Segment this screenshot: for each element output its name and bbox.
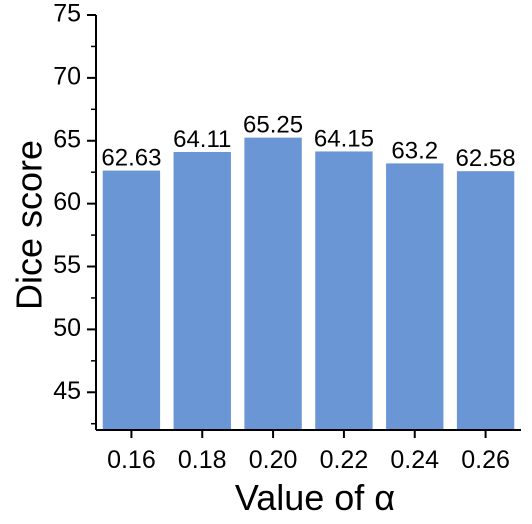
bar-0.16	[102, 170, 161, 430]
bar-0.24	[386, 163, 444, 431]
y-tick-label-45: 45	[53, 377, 81, 405]
x-tick-label-0.22: 0.22	[320, 446, 369, 474]
x-tick-label-0.16: 0.16	[107, 446, 156, 474]
y-tick-label-65: 65	[53, 125, 81, 153]
x-ticks-group: 0.16 0.18 0.20 0.22 0.24 0.26	[107, 430, 510, 474]
data-label-0.26: 62.58	[456, 145, 516, 172]
y-tick-label-55: 55	[53, 251, 81, 279]
data-label-0.20: 65.25	[243, 112, 303, 139]
y-tick-label-50: 50	[53, 314, 81, 342]
bar-0.18	[173, 151, 231, 430]
bar-0.22	[315, 151, 373, 431]
y-tick-label-75: 75	[53, 0, 81, 28]
x-tick-label-0.24: 0.24	[390, 446, 439, 474]
data-label-0.22: 64.15	[314, 125, 374, 152]
data-label-0.18: 64.11	[173, 126, 231, 153]
data-label-0.24: 63.2	[391, 137, 438, 164]
data-label-0.16: 62.63	[101, 145, 161, 172]
y-axis-title: Dice score	[9, 140, 50, 310]
y-tick-label-60: 60	[53, 188, 81, 216]
y-ticks-group: 45 50 55 60 65 70 75	[53, 0, 96, 425]
bars-group	[102, 137, 515, 431]
y-tick-label-70: 70	[53, 62, 81, 90]
x-tick-label-0.26: 0.26	[461, 446, 510, 474]
x-axis-title: Value of α	[235, 477, 395, 518]
x-tick-label-0.18: 0.18	[178, 446, 227, 474]
data-labels-group: 62.63 64.11 65.25 64.15 63.2 62.58	[101, 112, 515, 173]
bar-0.26	[456, 171, 515, 430]
x-tick-label-0.20: 0.20	[249, 446, 298, 474]
bar-0.20	[244, 137, 302, 430]
